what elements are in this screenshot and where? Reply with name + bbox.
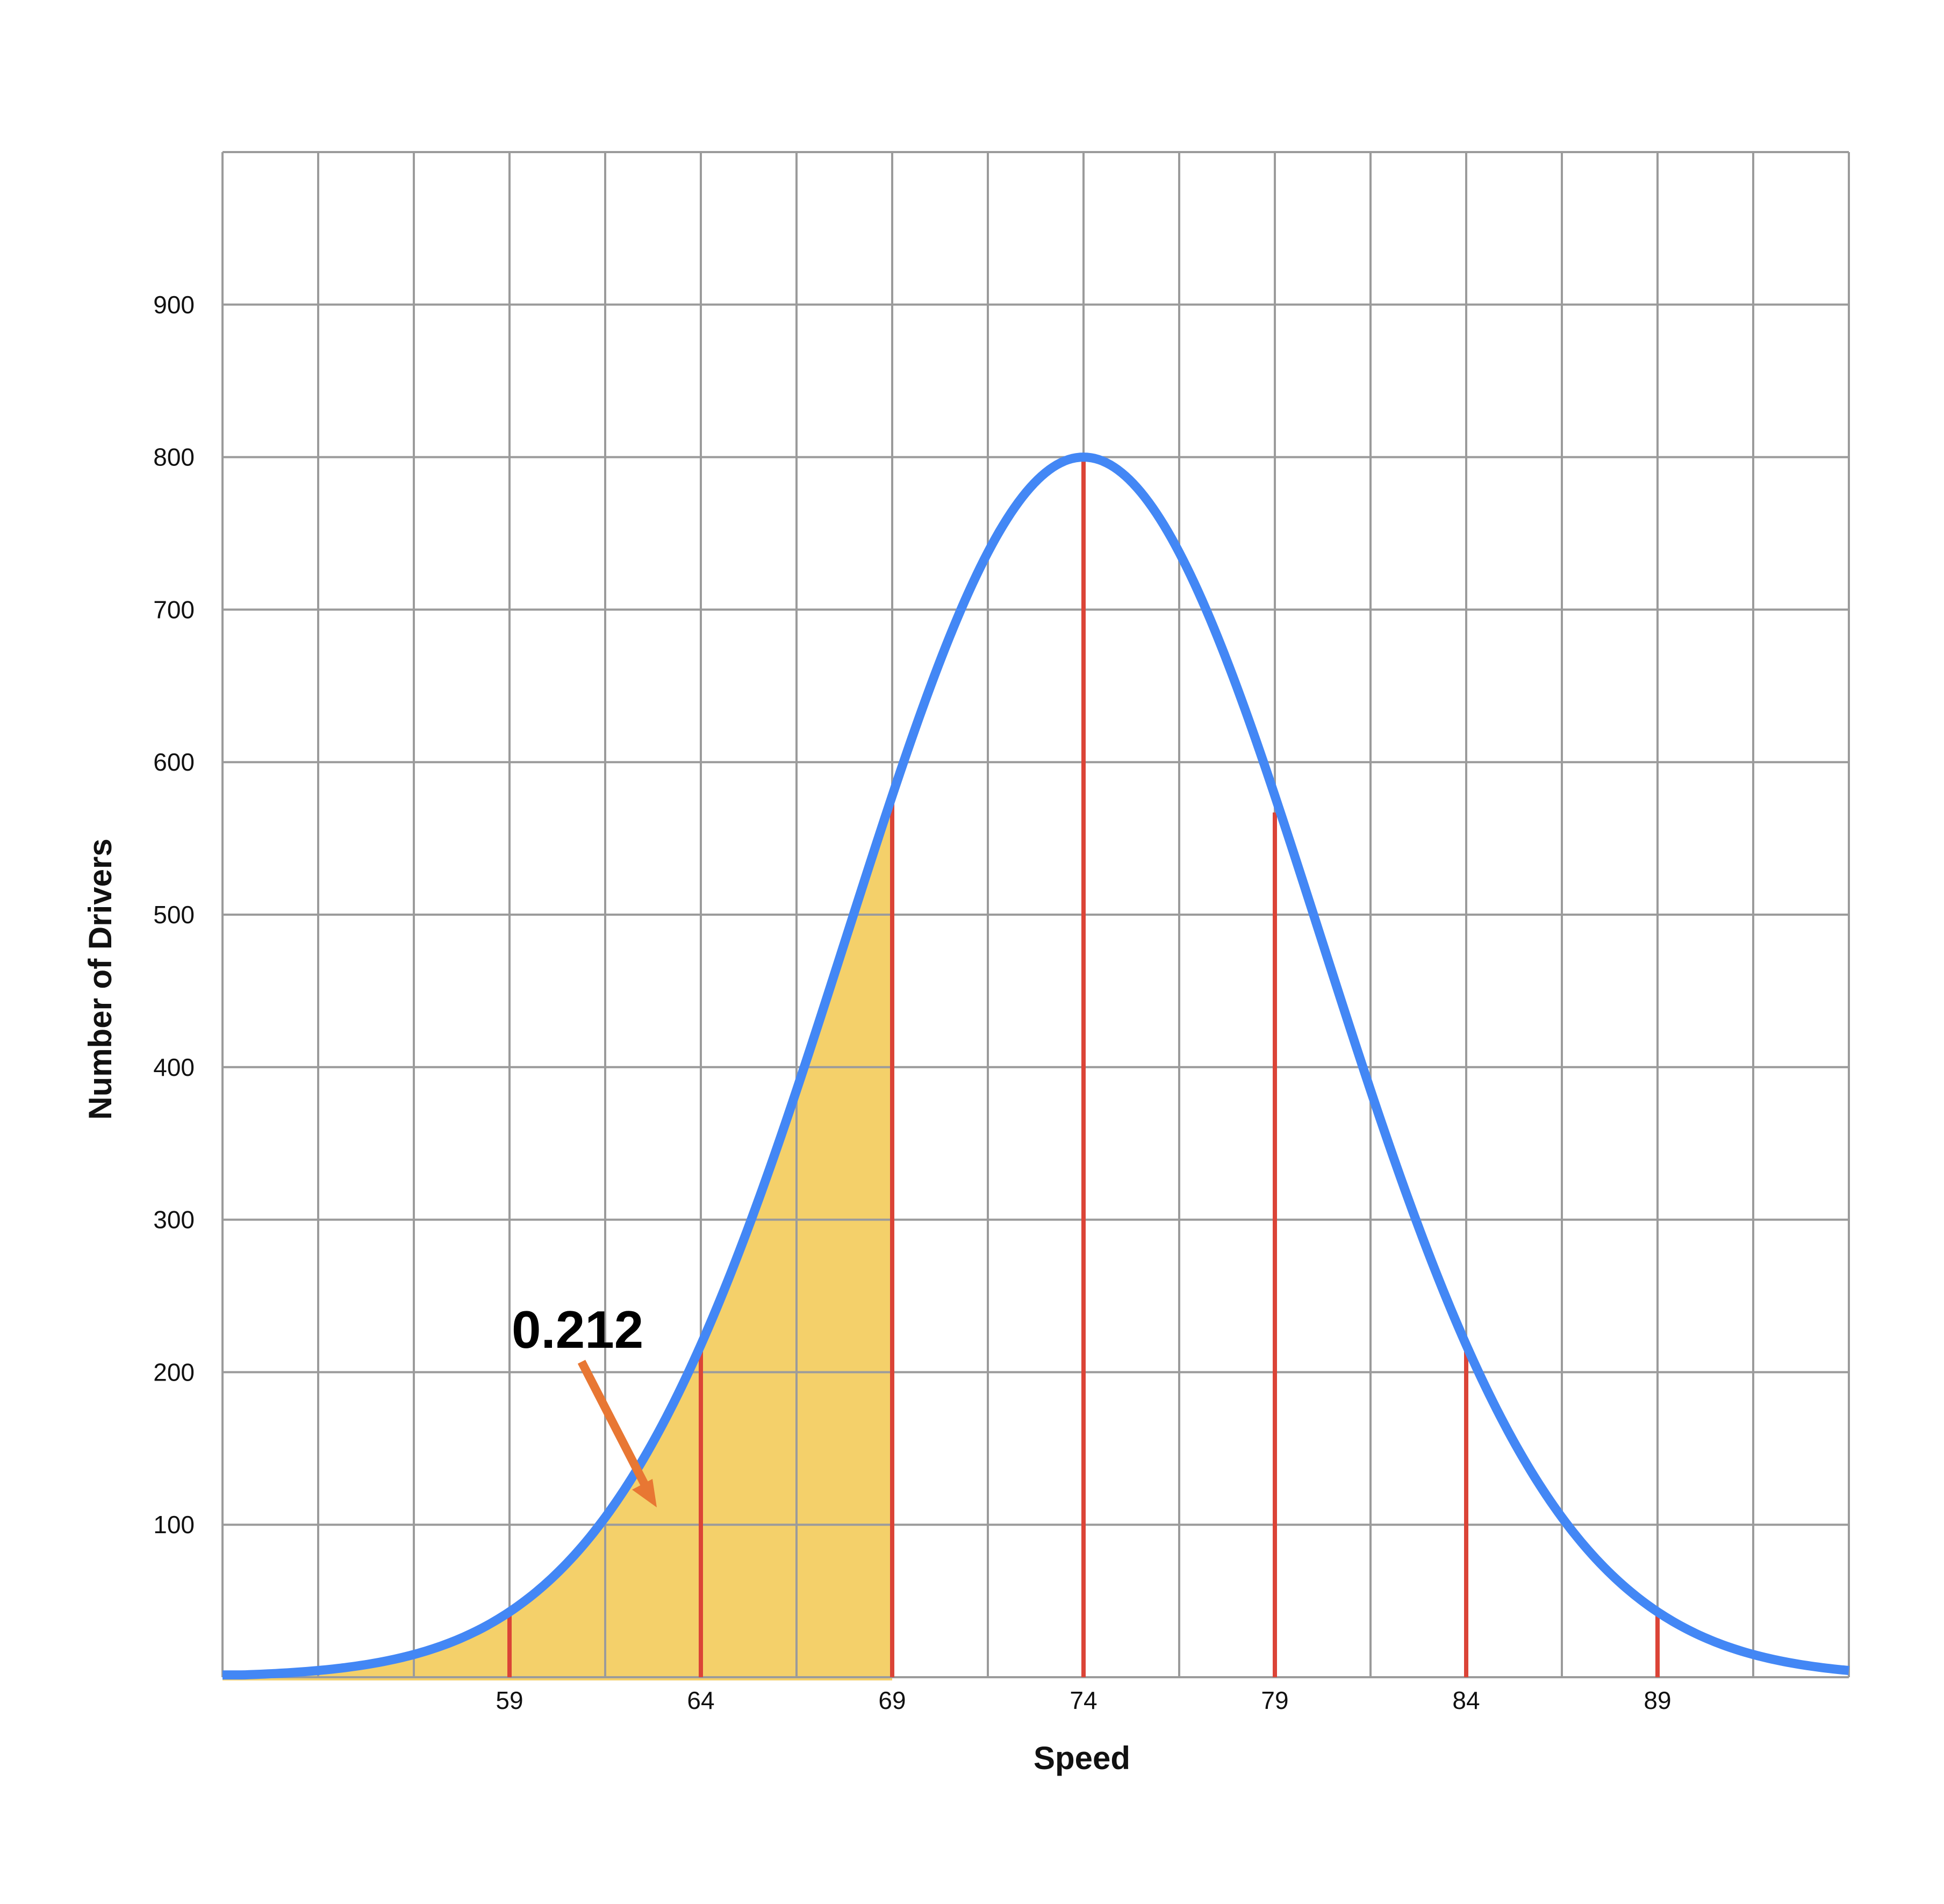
y-tick-label: 400 (153, 1053, 195, 1081)
x-tick-label: 74 (1070, 1686, 1097, 1714)
shaded-probability-area (223, 795, 892, 1680)
y-tick-label: 300 (153, 1206, 195, 1234)
y-axis-ticks: 100 200 300 400 500 600 700 800 900 (153, 291, 195, 1539)
y-tick-label: 600 (153, 748, 195, 776)
annotation: 0.212 (512, 1300, 657, 1507)
reference-lines (507, 457, 1660, 1677)
curve-line (221, 452, 1850, 1680)
grid (221, 151, 1850, 1678)
x-tick-label: 69 (878, 1686, 906, 1714)
probability-label: 0.212 (512, 1300, 643, 1359)
arrow-icon (577, 1360, 657, 1507)
x-tick-label: 84 (1452, 1686, 1480, 1714)
y-axis-title: Number of Drivers (82, 838, 118, 1119)
y-tick-label: 500 (153, 901, 195, 929)
y-tick-label: 100 (153, 1511, 195, 1539)
x-axis-title: Speed (1034, 1740, 1130, 1776)
x-tick-label: 89 (1644, 1686, 1671, 1714)
shaded-area (223, 795, 892, 1680)
y-tick-label: 900 (153, 291, 195, 319)
x-tick-label: 59 (496, 1686, 523, 1714)
x-tick-label: 79 (1261, 1686, 1288, 1714)
distribution-curve (221, 452, 1850, 1680)
x-tick-label: 64 (687, 1686, 714, 1714)
y-tick-label: 200 (153, 1358, 195, 1386)
y-tick-label: 800 (153, 443, 195, 471)
y-tick-label: 700 (153, 595, 195, 623)
x-axis-ticks: 59 64 69 74 79 84 89 (496, 1686, 1671, 1714)
